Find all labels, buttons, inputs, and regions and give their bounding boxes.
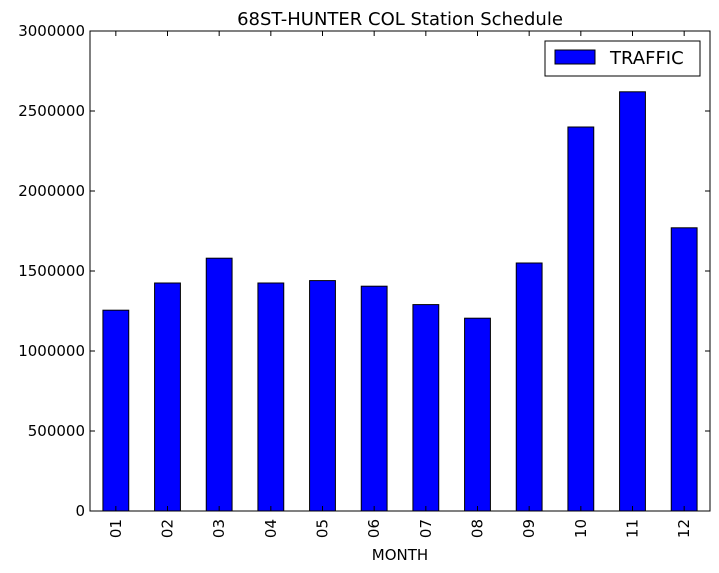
x-tick-label-01: 01: [107, 519, 125, 538]
bar-01: [102, 309, 130, 512]
x-tick-label-10: 10: [572, 519, 590, 538]
bars-group: [102, 91, 698, 512]
bar-02: [154, 282, 181, 512]
x-tick-label-09: 09: [520, 519, 538, 538]
y-tick-label-2: 1000000: [18, 342, 85, 360]
bar-12: [670, 227, 698, 512]
y-tick-label-4: 2000000: [18, 182, 85, 200]
bar-06: [360, 285, 388, 512]
legend: TRAFFIC: [544, 40, 701, 77]
x-axis-label: MONTH: [372, 546, 428, 564]
bar-07: [412, 304, 440, 512]
x-tick-label-11: 11: [624, 519, 642, 538]
bar-04: [257, 282, 285, 512]
x-tick-label-12: 12: [675, 519, 693, 538]
y-tick-label-3: 1500000: [18, 262, 85, 280]
ticks-group: 01 02 03 04 05 06 07 08 09 10 11 12 0 500000 1000000 15…: [18, 22, 710, 538]
bar-10: [567, 126, 595, 512]
bar-09: [515, 262, 543, 512]
y-tick-label-1: 500000: [28, 422, 85, 440]
bar-08: [464, 317, 491, 512]
y-tick-label-6: 3000000: [18, 22, 85, 40]
chart-title: 68ST-HUNTER COL Station Schedule: [237, 9, 563, 30]
y-tick-label-0: 0: [75, 502, 85, 520]
bar-11: [619, 91, 646, 512]
x-tick-label-04: 04: [262, 519, 280, 538]
bar-05: [309, 280, 336, 512]
bar-03: [205, 257, 233, 512]
plot-frame: [89, 30, 711, 512]
x-tick-label-07: 07: [417, 519, 435, 538]
x-tick-label-02: 02: [159, 519, 177, 538]
x-tick-label-08: 08: [469, 519, 487, 538]
y-tick-label-5: 2500000: [18, 102, 85, 120]
x-tick-label-06: 06: [365, 519, 383, 538]
x-tick-label-03: 03: [210, 519, 228, 538]
x-tick-label-05: 05: [314, 519, 332, 538]
legend-swatch: [554, 49, 596, 65]
legend-label: TRAFFIC: [609, 48, 684, 69]
